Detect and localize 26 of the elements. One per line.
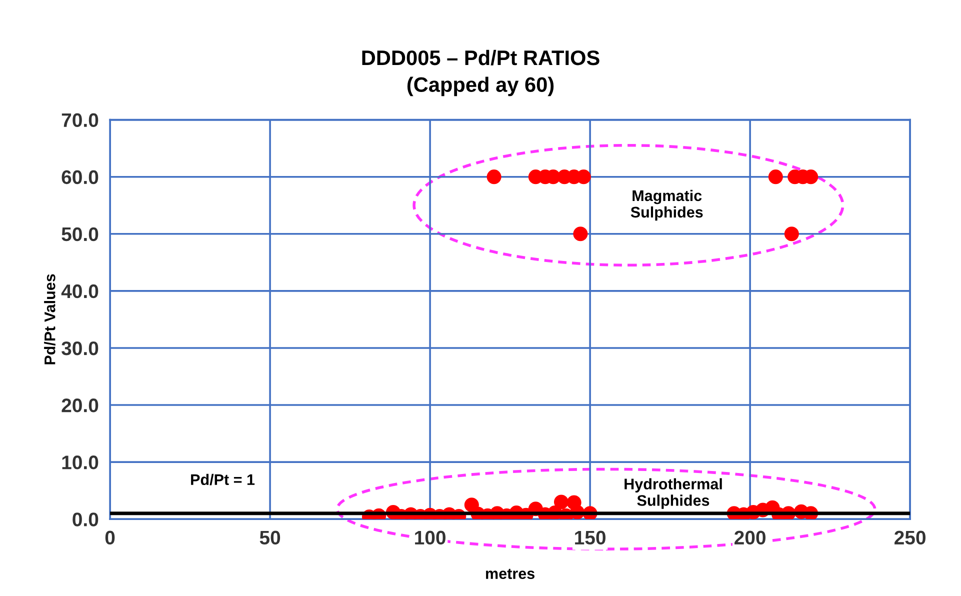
point [768,170,783,184]
annotation: Hydrothermal Sulphides [624,478,722,509]
y-tick-label: 60.0 [62,170,98,184]
chart-title: DDD005 – Pd/Pt RATIOS [362,50,600,66]
y-tick-label: 20.0 [62,398,98,412]
y-tick-label: 30.0 [62,341,98,356]
point [486,170,502,184]
ref-line-label: Pd/Pt = 1 [191,474,255,486]
x-tick-label: 0 [105,530,115,545]
y-tick-label: 40.0 [61,284,98,298]
chart-subtitle: (Capped ay 60) [407,76,554,96]
point [573,226,588,242]
x-tick-label: 50 [260,530,280,545]
x-tick-label: 200 [734,530,766,545]
point [554,494,569,510]
x-axis-title: metres [486,568,534,580]
y-tick-label: 50.0 [62,227,98,242]
annotation: Magmatic Sulphides [630,190,703,221]
y-tick-label: 10.0 [62,456,98,470]
point [784,226,799,242]
x-tick-label: 150 [575,530,606,545]
x-tick-label: 100 [415,530,446,545]
y-tick-label: 0.0 [72,512,98,526]
y-tick-label: 70.0 [62,113,98,128]
x-tick-label: 250 [894,530,926,545]
y-axis-title: Pd/Pt Values [44,274,56,364]
